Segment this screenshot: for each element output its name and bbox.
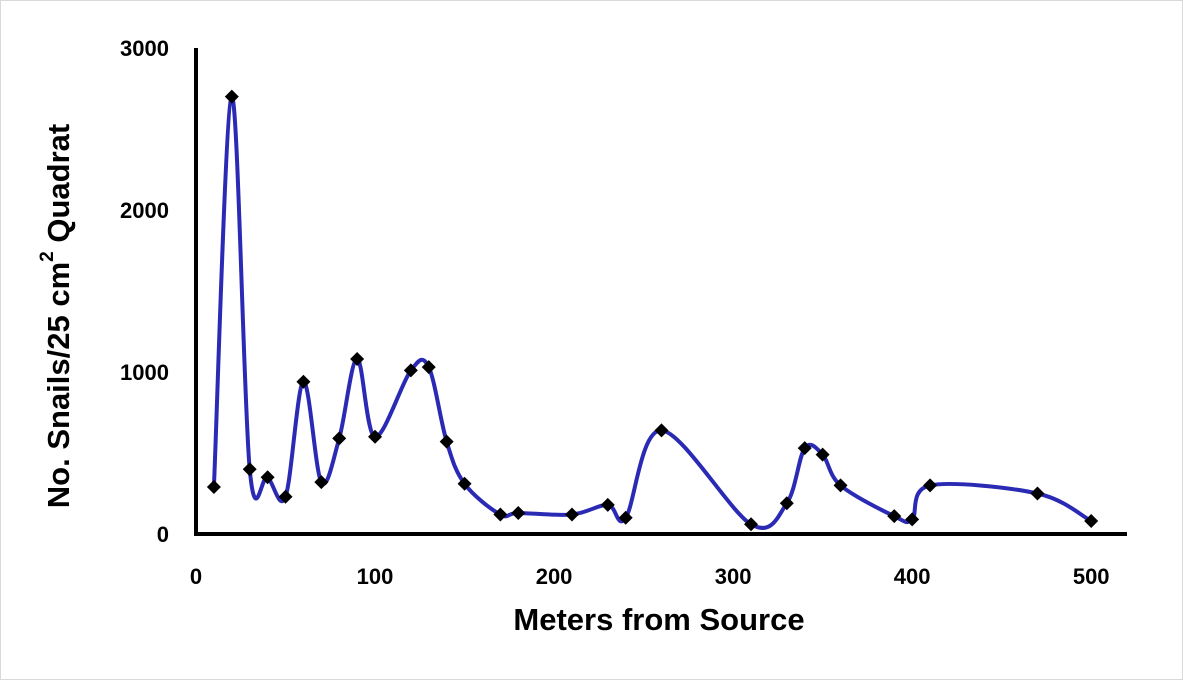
data-point-marker — [368, 429, 383, 444]
y-tick-label: 1000 — [120, 360, 169, 385]
y-tick-label: 3000 — [120, 36, 169, 61]
data-point-marker — [1030, 486, 1045, 501]
series-line — [211, 94, 1094, 530]
y-tick-label: 0 — [157, 522, 169, 547]
x-tick-label: 400 — [894, 564, 931, 589]
y-axis-title-prefix: No. Snails/25 cm — [41, 262, 76, 508]
y-tick-label: 2000 — [120, 198, 169, 223]
x-tick-label: 100 — [357, 564, 394, 589]
data-point-marker — [797, 441, 812, 456]
x-axis-title: Meters from Source — [513, 602, 804, 637]
data-point-marker — [600, 497, 615, 512]
data-point-marker — [242, 462, 257, 477]
x-tick-labels: 0 100 200 300 400 500 — [190, 564, 1110, 589]
data-point-marker — [511, 505, 526, 520]
data-point-marker — [278, 489, 293, 504]
y-tick-labels: 0 1000 2000 3000 — [120, 36, 169, 547]
axes — [194, 48, 1127, 536]
data-point-marker — [744, 517, 759, 532]
data-point-marker — [206, 480, 221, 495]
data-point-marker — [457, 476, 472, 491]
x-tick-label: 500 — [1073, 564, 1110, 589]
data-point-marker — [815, 447, 830, 462]
data-point-marker — [421, 360, 436, 375]
data-point-marker — [493, 507, 508, 522]
data-point-marker — [224, 89, 239, 104]
data-point-marker — [923, 478, 938, 493]
x-tick-label: 300 — [715, 564, 752, 589]
data-point-marker — [833, 478, 848, 493]
data-point-marker — [332, 431, 347, 446]
data-point-marker — [564, 507, 579, 522]
data-point-marker — [314, 475, 329, 490]
data-point-marker — [618, 510, 633, 525]
y-axis-title-suffix: Quadrat — [41, 124, 76, 251]
data-point-marker — [779, 496, 794, 511]
data-point-marker — [905, 512, 920, 527]
data-point-marker — [296, 374, 311, 389]
data-point-marker — [350, 352, 365, 367]
data-point-marker — [403, 363, 418, 378]
y-axis-title-superscript: 2 — [37, 251, 58, 262]
data-point-marker — [654, 423, 669, 438]
x-tick-label: 0 — [190, 564, 202, 589]
data-point-marker — [887, 509, 902, 524]
x-tick-label: 200 — [536, 564, 573, 589]
y-axis-title: No. Snails/25 cm2 Quadrat — [37, 124, 76, 508]
data-point-marker — [439, 434, 454, 449]
data-markers — [206, 89, 1099, 532]
data-point-marker — [260, 470, 275, 485]
data-point-marker — [1084, 514, 1099, 529]
